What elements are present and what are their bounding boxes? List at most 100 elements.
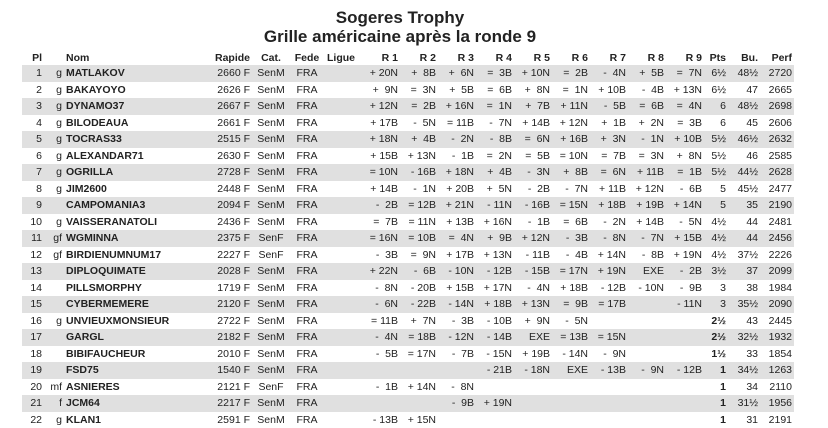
header-federation: Fede [290,50,324,65]
cell-title [44,197,64,214]
cell-r4: + 19N [476,395,514,412]
cell-points: 2½ [704,329,728,346]
cell-r2 [400,362,438,379]
cell-r2: = 11N [400,214,438,231]
cell-r7: - 2N [590,214,628,231]
cell-title: g [44,65,64,82]
cell-buchholz: 35½ [728,296,760,313]
cell-federation: FRA [290,263,324,280]
cell-r6: = 10N [552,148,590,165]
cell-r1: = 16N [358,230,400,247]
cell-league [324,115,358,132]
cell-title [44,346,64,363]
cell-r8: + 19B [628,197,666,214]
cell-r2: - 16B [400,164,438,181]
cell-r1: + 15B [358,148,400,165]
cell-federation: FRA [290,131,324,148]
cell-performance: 1956 [760,395,794,412]
cell-league [324,181,358,198]
cell-r3: - 1B [438,148,476,165]
cell-r4: - 14B [476,329,514,346]
cell-league [324,214,358,231]
cell-r5: + 19B [514,346,552,363]
cell-name: TOCRAS33 [64,131,182,148]
cell-r7 [590,395,628,412]
cell-r6 [552,379,590,396]
cell-place: 1 [22,65,44,82]
cell-r9 [666,346,704,363]
cell-r3: + 21N [438,197,476,214]
cell-r5: - 3N [514,164,552,181]
cell-performance: 2110 [760,379,794,396]
cell-title: g [44,82,64,99]
cell-r7 [590,313,628,330]
cell-r9: + 8N [666,148,704,165]
cell-performance: 2698 [760,98,794,115]
cell-performance: 2190 [760,197,794,214]
cell-r4: = 6B [476,82,514,99]
cell-r6: = 13B [552,329,590,346]
cell-buchholz: 44 [728,230,760,247]
cell-r5: - 1B [514,214,552,231]
cell-place: 10 [22,214,44,231]
cell-performance: 1263 [760,362,794,379]
cell-name: OGRILLA [64,164,182,181]
cell-title: g [44,115,64,132]
cell-r8: = 3N [628,148,666,165]
cell-performance: 2445 [760,313,794,330]
cell-rating: 2667 F [182,98,252,115]
cell-place: 13 [22,263,44,280]
header-name: Nom [64,50,182,65]
cell-title: g [44,313,64,330]
cell-federation: FRA [290,362,324,379]
cell-r6: - 5N [552,313,590,330]
cell-r8: - 10N [628,280,666,297]
cell-r5: - 15B [514,263,552,280]
cell-federation: FRA [290,164,324,181]
cell-r5 [514,379,552,396]
cell-league [324,82,358,99]
cell-rating: 2217 F [182,395,252,412]
cell-r6: - 14N [552,346,590,363]
cell-category: SenM [252,197,290,214]
cell-title: gf [44,230,64,247]
cell-r7: + 19N [590,263,628,280]
cell-buchholz: 45½ [728,181,760,198]
cell-r3: + 15B [438,280,476,297]
cell-r7: - 9N [590,346,628,363]
cell-buchholz: 47 [728,82,760,99]
cell-r8: - 1N [628,131,666,148]
cell-rating: 2661 F [182,115,252,132]
header-category: Cat. [252,50,290,65]
cell-points: 4½ [704,247,728,264]
cell-buchholz: 43 [728,313,760,330]
cell-federation: FRA [290,379,324,396]
cell-r1: + 14B [358,181,400,198]
cell-r7: - 5B [590,98,628,115]
cell-category: SenM [252,263,290,280]
cell-r8 [628,346,666,363]
cell-r7: = 6N [590,164,628,181]
cell-points: 6 [704,98,728,115]
cell-performance: 2665 [760,82,794,99]
cell-r2: = 18B [400,329,438,346]
cell-r6 [552,395,590,412]
cell-r5: - 2B [514,181,552,198]
cell-points: 4½ [704,214,728,231]
cell-r4: + 9B [476,230,514,247]
cell-name: BILODEAUA [64,115,182,132]
header-r7: R 7 [590,50,628,65]
cell-buchholz: 44 [728,214,760,231]
cell-performance: 1984 [760,280,794,297]
cell-buchholz: 34 [728,379,760,396]
cell-r2: = 3N [400,82,438,99]
cell-r6: EXE [552,362,590,379]
cell-rating: 2010 F [182,346,252,363]
cell-r2: + 7N [400,313,438,330]
cell-r4: - 21B [476,362,514,379]
cell-league [324,263,358,280]
cell-r9: = 4N [666,98,704,115]
